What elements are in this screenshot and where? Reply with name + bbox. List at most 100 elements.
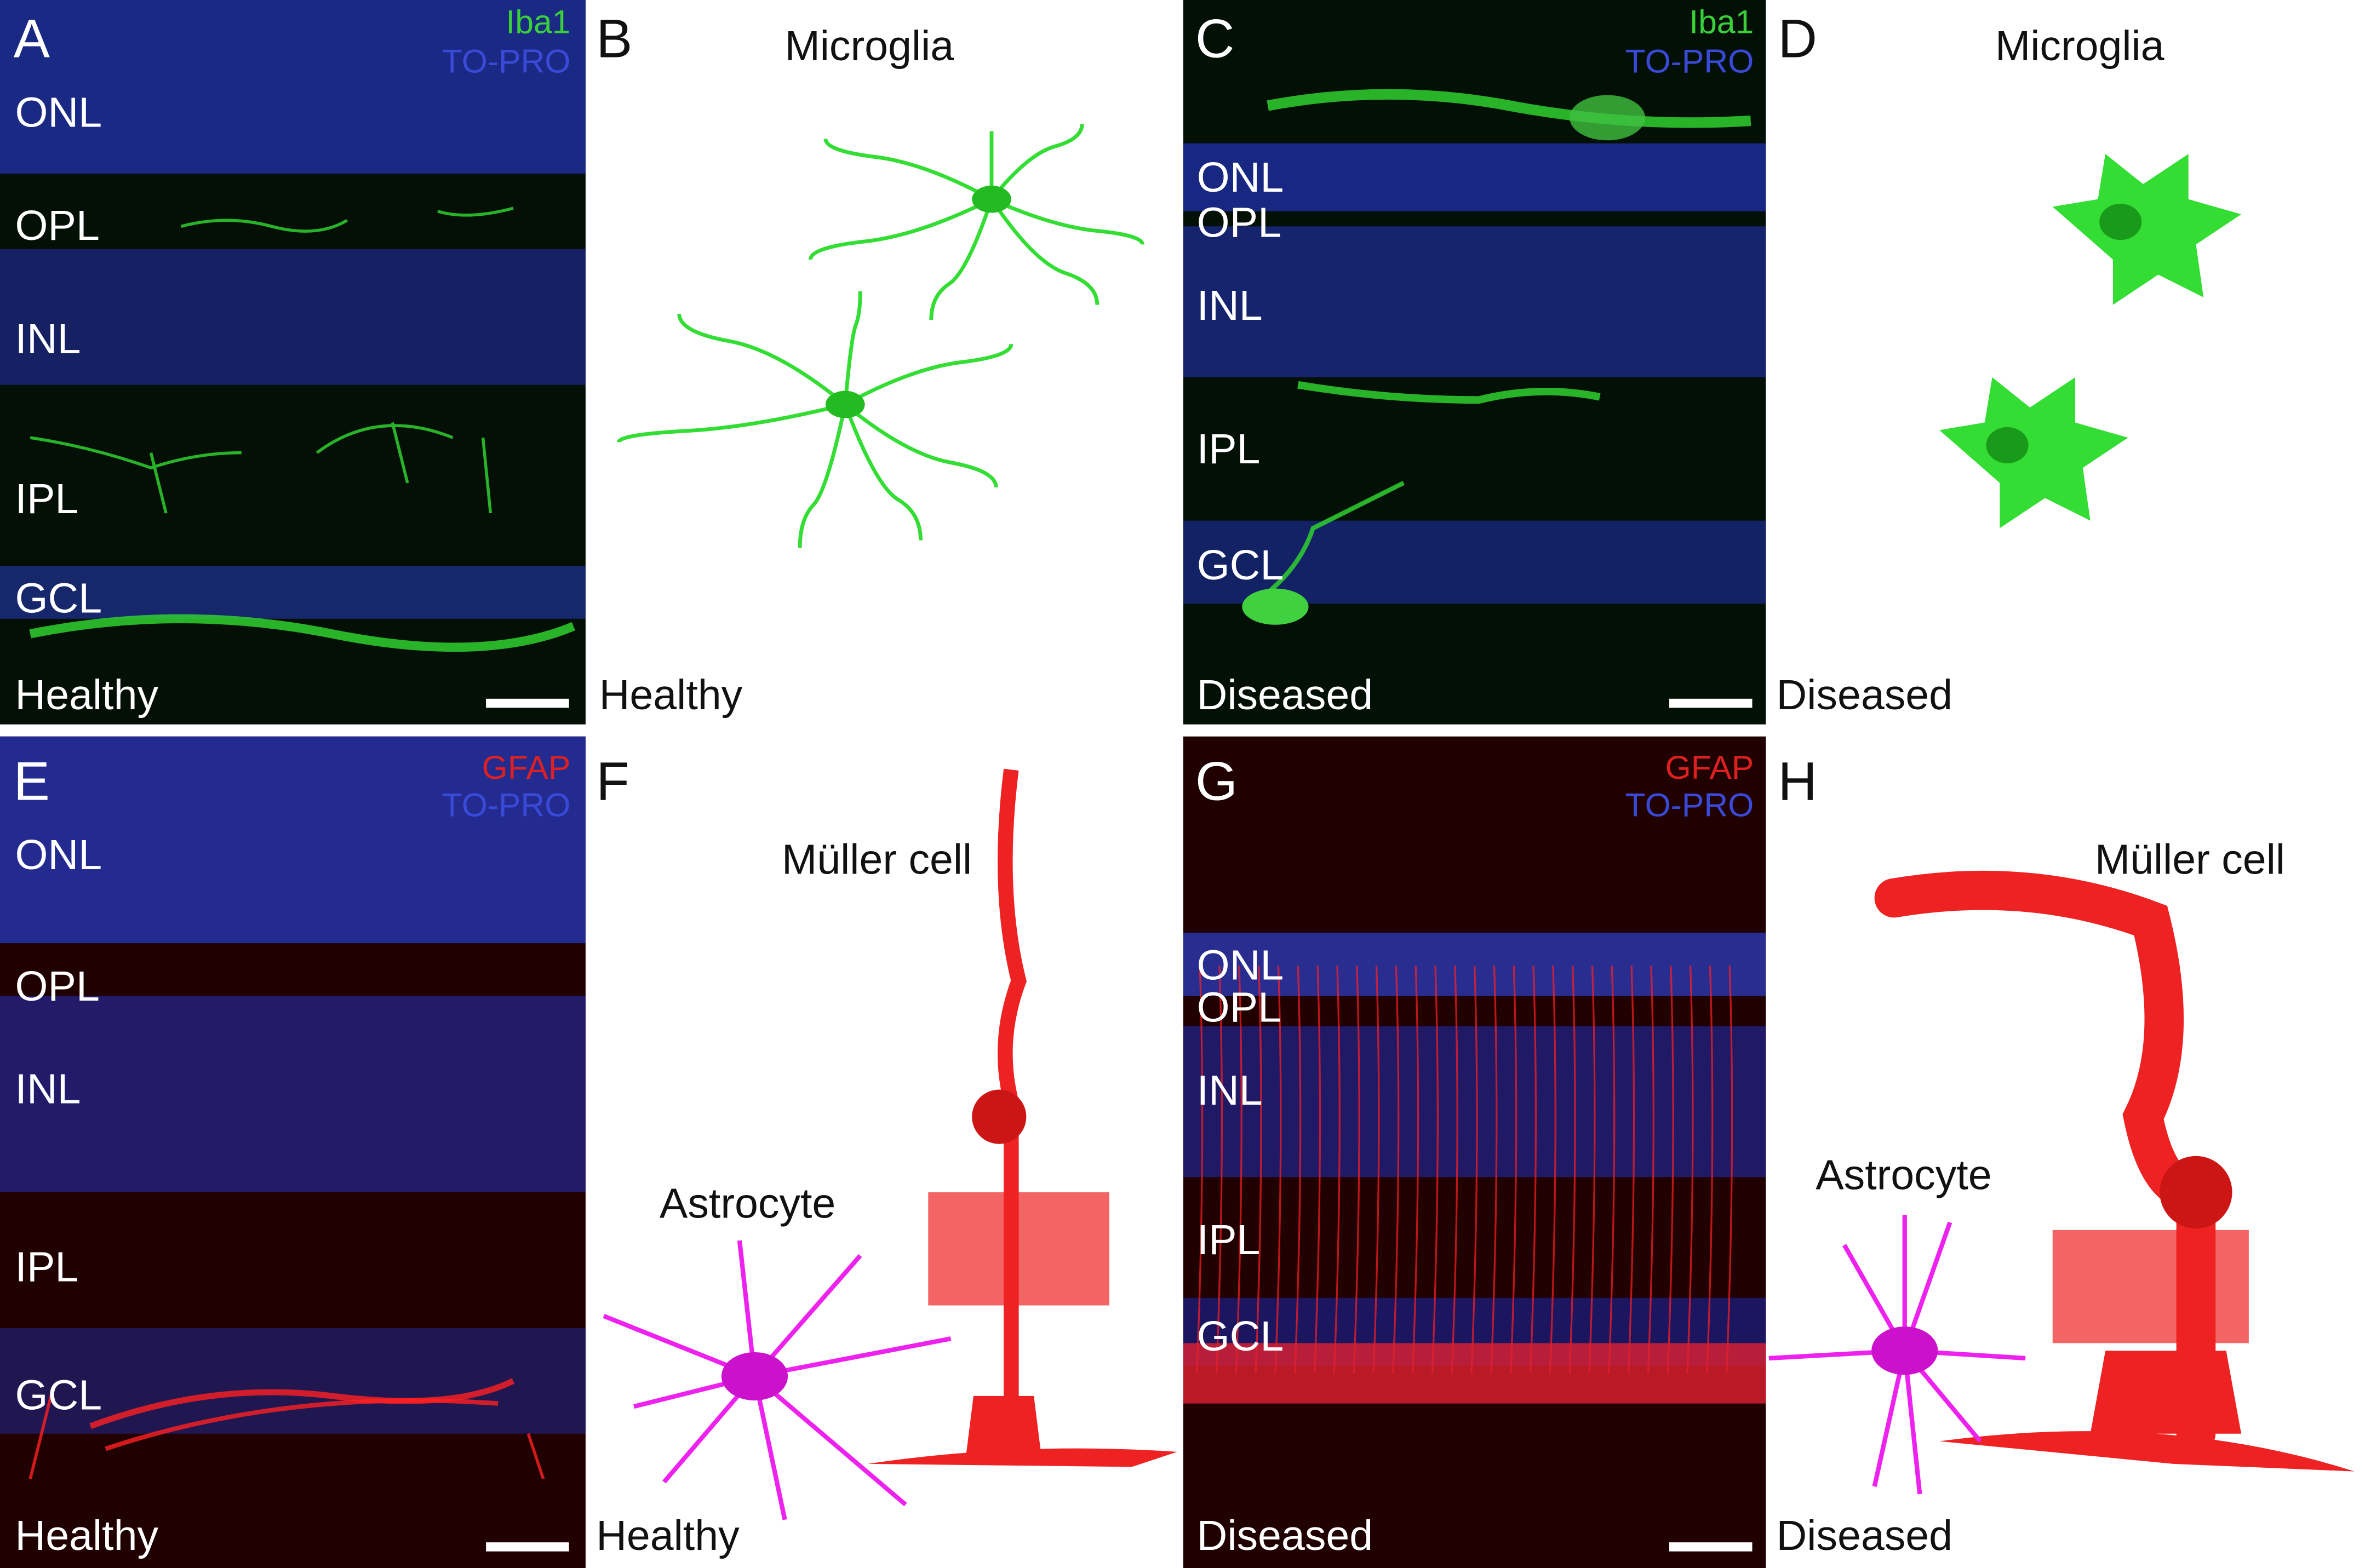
- stain-label: GFAP: [482, 749, 571, 786]
- stain: [1549, 966, 1556, 1374]
- layer-label: OPL: [1197, 199, 1281, 246]
- layer-label: OPL: [1197, 984, 1281, 1031]
- stain: [1333, 966, 1341, 1374]
- layer-label: GCL: [1197, 542, 1284, 589]
- process: [990, 198, 1100, 305]
- stain: [180, 219, 348, 233]
- layer-label: ONL: [15, 89, 102, 136]
- stain: [1297, 381, 1601, 404]
- condition-label: Healthy: [599, 671, 743, 719]
- panel-title: Microglia: [785, 22, 954, 70]
- muller-branches: [2052, 1230, 2249, 1343]
- stain: [1647, 966, 1654, 1374]
- process: [929, 198, 994, 320]
- scale-bar: [1669, 698, 1753, 708]
- process: [990, 197, 1144, 245]
- condition-label: Healthy: [596, 1512, 740, 1559]
- process: [823, 138, 993, 201]
- panel-letter: C: [1195, 9, 1235, 70]
- scale-bar: [486, 1542, 569, 1552]
- panel-letter: F: [596, 751, 629, 812]
- scale-bar: [1669, 1542, 1753, 1552]
- nuclear-layer: [1183, 226, 1766, 377]
- stain: [1372, 966, 1380, 1374]
- nuclear-layer: [0, 0, 586, 174]
- panel-letter: A: [14, 9, 50, 70]
- stain-label: TO-PRO: [442, 786, 571, 824]
- stain: [1274, 966, 1282, 1374]
- layer-label: INL: [1197, 1067, 1263, 1114]
- stain-label: TO-PRO: [1625, 786, 1754, 824]
- soma: [825, 390, 865, 418]
- cell-body: [1242, 588, 1309, 625]
- stain-label: TO-PRO: [442, 42, 571, 79]
- panel-letter: G: [1195, 751, 1238, 812]
- stain: [1431, 966, 1439, 1374]
- stain: [1608, 966, 1616, 1374]
- astrocyte-soma: [721, 1352, 788, 1401]
- layer-label: IPL: [1197, 426, 1261, 473]
- layer-label: INL: [15, 1065, 81, 1112]
- stain-label: Iba1: [1689, 3, 1754, 41]
- stain: [1313, 966, 1321, 1374]
- layer-label: INL: [1197, 282, 1263, 329]
- panel-letter: D: [1778, 9, 1817, 70]
- muller-branches: [928, 1192, 1109, 1306]
- soma: [1986, 427, 2029, 463]
- soma: [972, 185, 1011, 213]
- stain: [29, 614, 576, 652]
- stain: [1470, 966, 1478, 1374]
- stain: [1255, 966, 1262, 1374]
- muller-soma: [972, 1089, 1027, 1144]
- process: [844, 403, 998, 488]
- condition-label: Diseased: [1777, 1512, 1952, 1559]
- activated-microglia: [2052, 154, 2242, 305]
- astrocyte-soma: [1871, 1326, 1938, 1375]
- muller-endfoot: [868, 1395, 1177, 1467]
- panel-title: Müller cell: [2095, 836, 2285, 883]
- endfeet: [1183, 1343, 1766, 1404]
- process: [677, 313, 846, 406]
- panel-letter: H: [1778, 751, 1817, 812]
- stain: [1588, 966, 1596, 1374]
- panel-letter: B: [596, 9, 632, 70]
- cell-body: [1570, 95, 1645, 141]
- stain: [1451, 966, 1458, 1374]
- stain: [28, 1388, 545, 1480]
- muller-process: [1874, 870, 2216, 1454]
- nuclear-layer: [0, 996, 586, 1192]
- stain: [1196, 966, 1204, 1374]
- stain: [1215, 966, 1223, 1374]
- process: [798, 404, 847, 548]
- condition-label: Diseased: [1777, 671, 1952, 719]
- label-layer: A Iba1 TO-PRO ONL OPL INL IPL GCL Health…: [14, 3, 2285, 1559]
- stain-label: Iba1: [506, 3, 570, 41]
- stain: [437, 206, 514, 217]
- stain: [1353, 966, 1360, 1374]
- stain: [1568, 966, 1576, 1374]
- stain: [1726, 966, 1733, 1374]
- stain: [1251, 481, 1405, 606]
- layer-label: IPL: [15, 475, 79, 522]
- stain: [1392, 966, 1400, 1374]
- stain: [1627, 966, 1635, 1374]
- layer-label: IPL: [15, 1243, 79, 1290]
- muller-process: [998, 768, 1027, 1464]
- muller-endfoot: [1939, 1351, 2355, 1472]
- stain: [105, 1398, 499, 1451]
- stain: [1706, 966, 1714, 1374]
- panel-letter: E: [14, 751, 50, 812]
- process: [844, 343, 1013, 406]
- condition-label: Healthy: [15, 1512, 159, 1559]
- layer-label: GCL: [15, 575, 102, 622]
- astrocyte-process: [753, 1374, 907, 1507]
- stain-label: TO-PRO: [1625, 42, 1754, 79]
- stain: [1411, 966, 1419, 1374]
- activated-microglia: [1939, 377, 2128, 529]
- muller-soma: [2160, 1156, 2232, 1229]
- nuclear-layer: [0, 249, 586, 385]
- scale-bar: [486, 698, 569, 708]
